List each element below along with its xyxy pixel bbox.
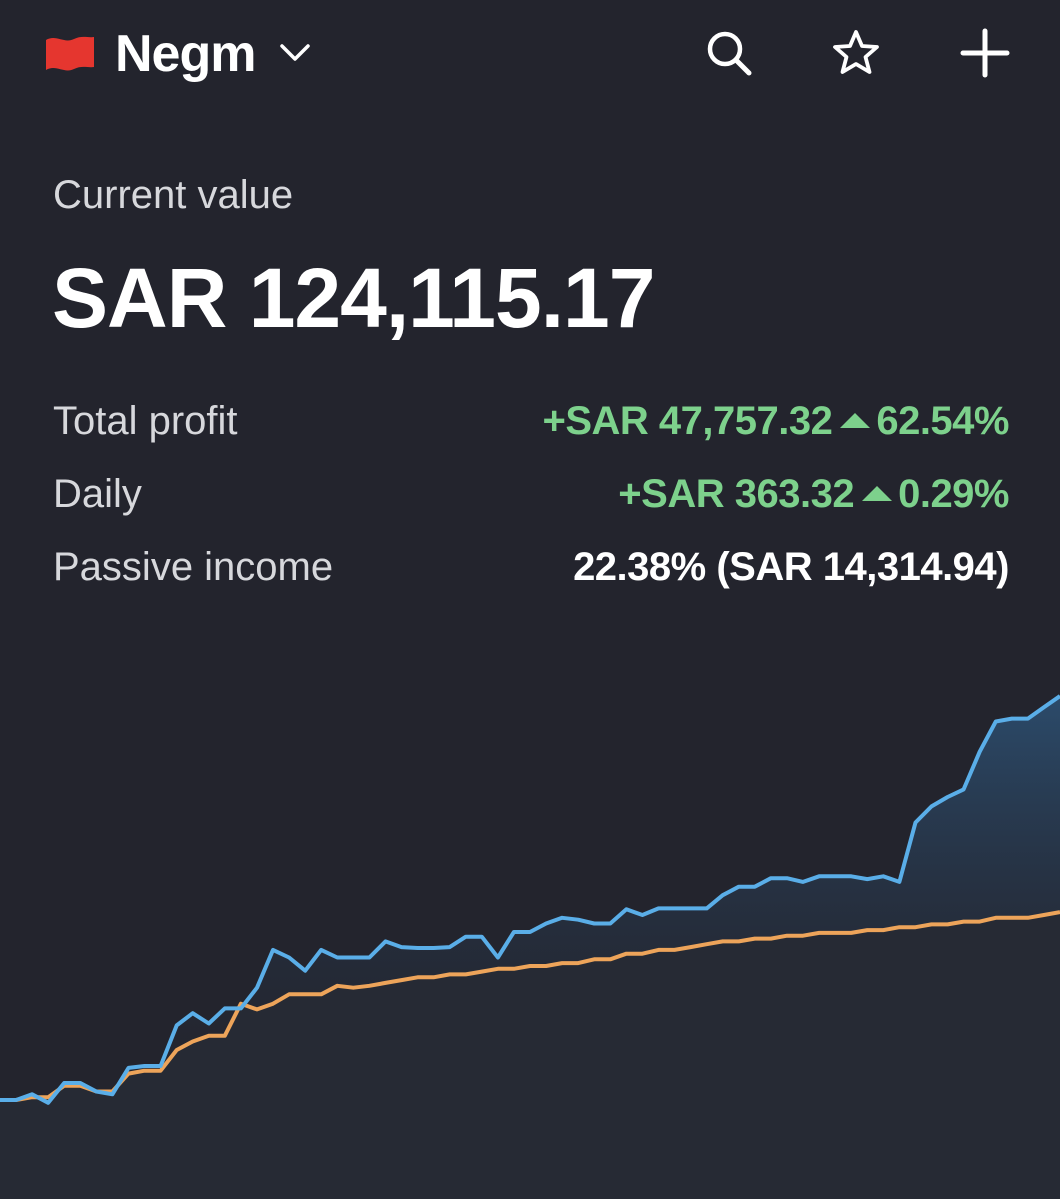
total-profit-value: +SAR 47,757.32 62.54% xyxy=(542,396,1009,446)
portfolio-name[interactable]: Negm xyxy=(115,25,256,83)
daily-amount: +SAR 363.32 xyxy=(618,472,855,516)
passive-income-label: Passive income xyxy=(53,545,334,589)
daily-percent: 0.29% xyxy=(898,472,1009,516)
plus-icon[interactable] xyxy=(960,28,1010,78)
up-triangle-icon xyxy=(862,485,893,501)
daily-value: +SAR 363.32 0.29% xyxy=(618,469,1009,519)
up-triangle-icon xyxy=(840,412,871,428)
flag-icon[interactable] xyxy=(44,34,96,74)
passive-income-row: Passive income 22.38% (SAR 14,314.94) xyxy=(53,542,1009,592)
daily-row: Daily +SAR 363.32 0.29% xyxy=(53,469,1009,519)
total-profit-percent: 62.54% xyxy=(876,399,1009,443)
invested-amount-line xyxy=(0,910,1060,1102)
total-profit-label: Total profit xyxy=(53,399,238,443)
passive-income-value: 22.38% (SAR 14,314.94) xyxy=(573,545,1009,589)
portfolio-value-line xyxy=(0,694,1060,1105)
daily-label: Daily xyxy=(53,472,142,516)
portfolio-chart[interactable] xyxy=(0,690,1060,1199)
current-value: SAR 124,115.17 xyxy=(52,251,655,345)
star-icon[interactable] xyxy=(831,28,881,78)
total-profit-amount: +SAR 47,757.32 xyxy=(542,399,833,443)
search-icon[interactable] xyxy=(704,28,754,78)
top-bar: Negm xyxy=(0,0,1060,110)
chevron-down-icon[interactable] xyxy=(278,40,312,66)
profit-area xyxy=(0,696,1060,1103)
current-value-label: Current value xyxy=(53,173,294,217)
total-profit-row: Total profit +SAR 47,757.32 62.54% xyxy=(53,396,1009,446)
invested-area xyxy=(0,912,1060,1199)
